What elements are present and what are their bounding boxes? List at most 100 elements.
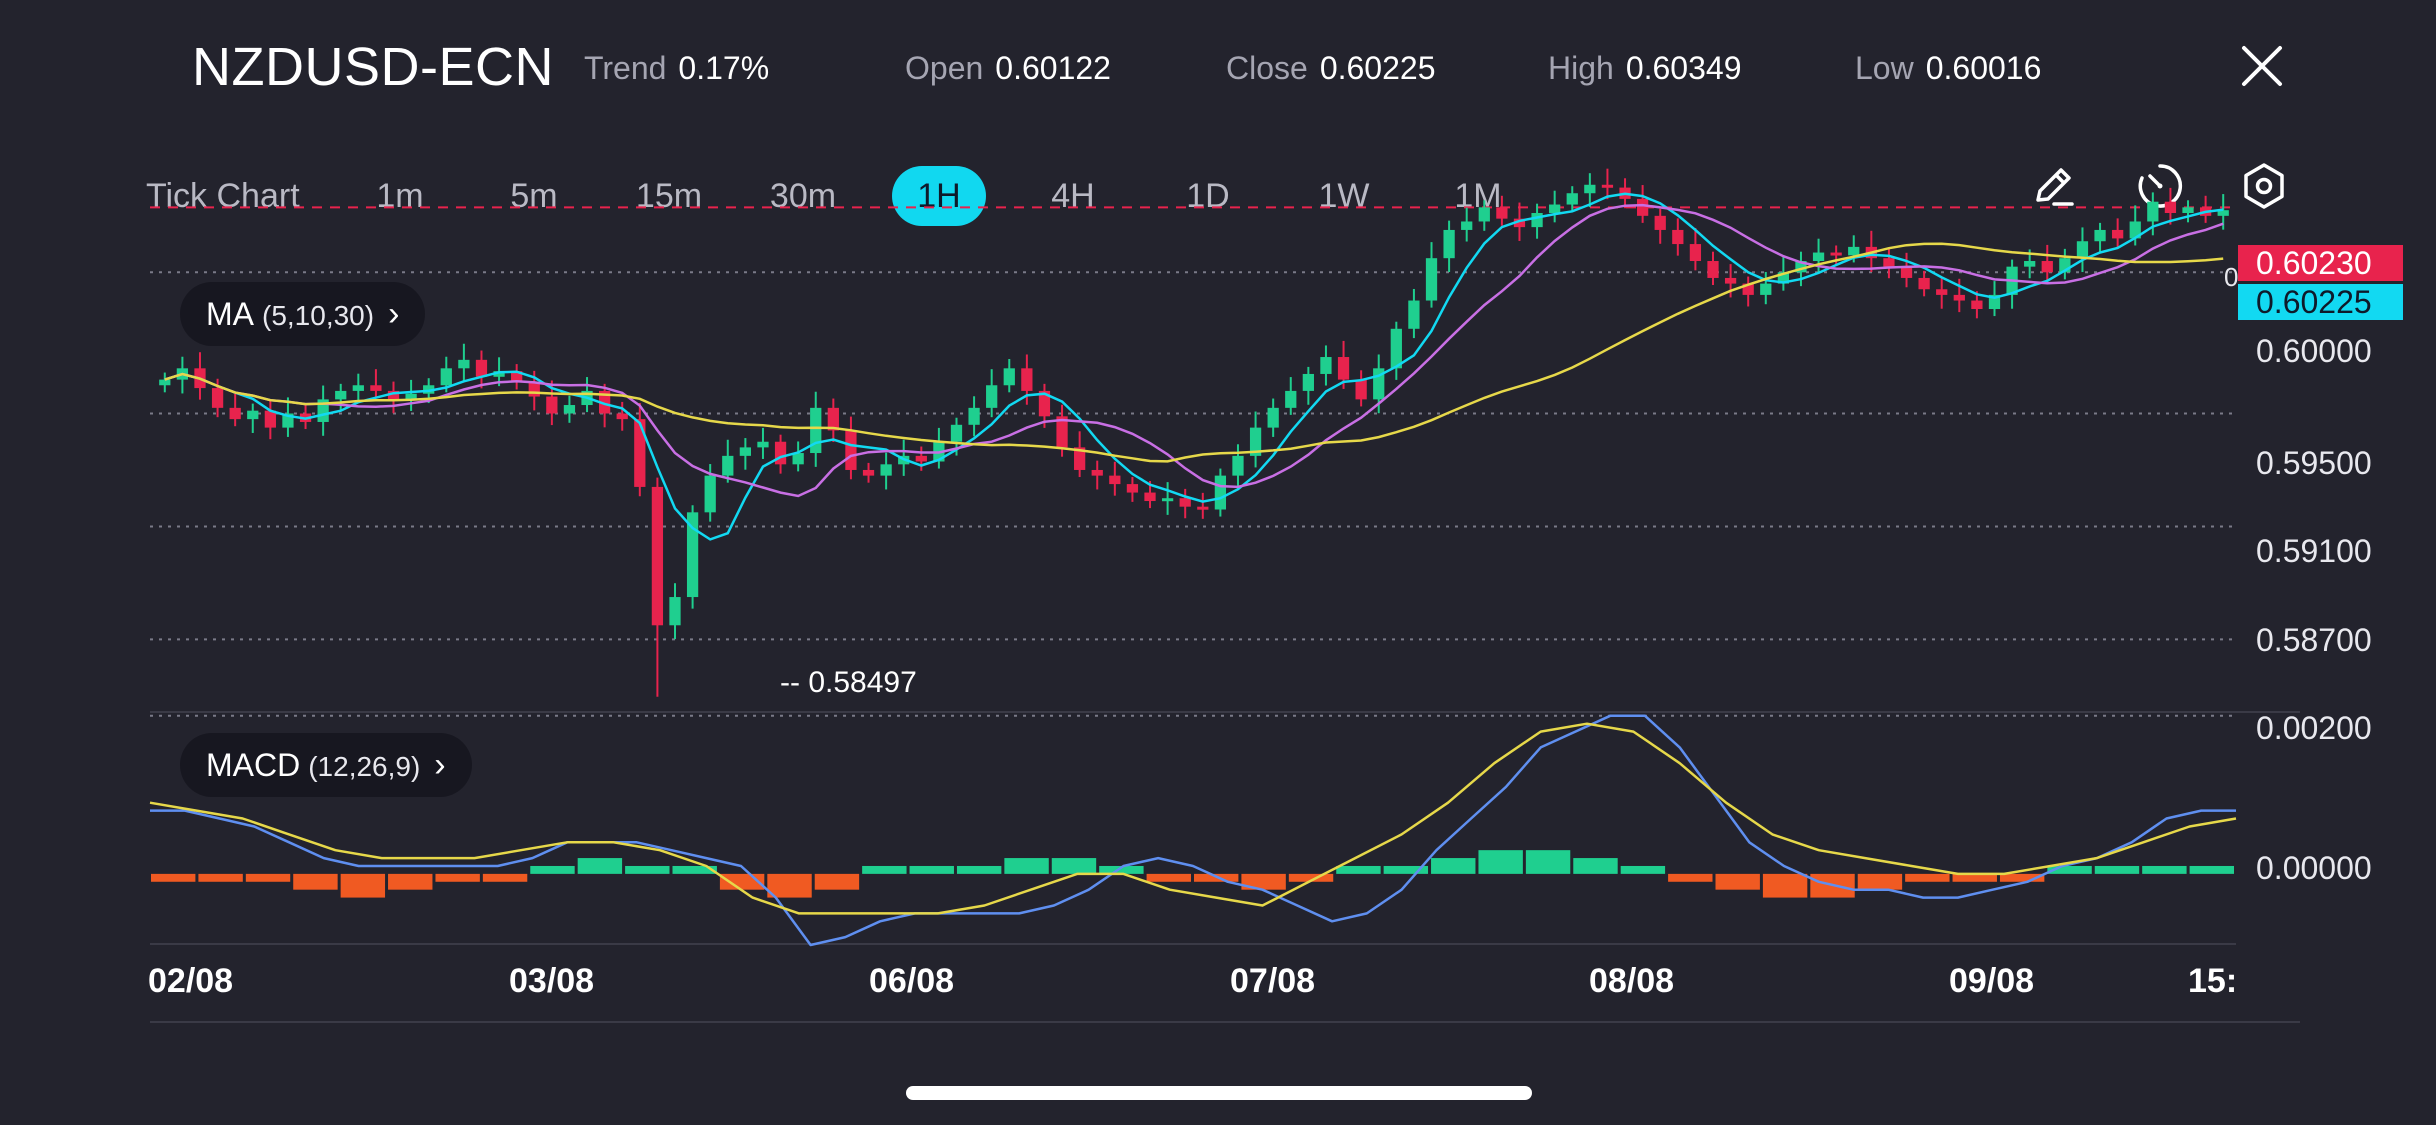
macd-histogram-bar [1668,873,1713,882]
candle-body [1795,261,1807,273]
macd-histogram-bar [1857,873,1903,890]
macd-histogram-bar [956,865,1002,874]
candle-body [1724,277,1737,284]
stat-trend: Trend 0.17% [584,50,769,87]
candle-body [686,512,699,598]
candle-body [1144,492,1156,502]
candle-body [1707,261,1719,278]
candle-body [563,405,576,414]
candle-body [1566,193,1578,205]
home-indicator[interactable] [906,1086,1532,1100]
candle-body [1038,390,1051,417]
tab-1h[interactable]: 1H [892,166,986,226]
candle-body [2112,229,2124,239]
candle-body [722,455,734,476]
candle-body [475,359,488,377]
price-chart[interactable] [0,0,2436,1060]
ma-params: (5,10,30) [262,300,375,331]
candle-body [1003,368,1015,386]
x-tick-label: 07/08 [1230,962,1316,1000]
candle-body [774,441,787,465]
candle-body [1830,252,1842,256]
stat-label: High [1548,50,1614,86]
close-icon[interactable] [2238,42,2286,90]
stat-label: Low [1855,50,1914,86]
macd-histogram-bar [1999,873,2045,882]
candle-body [1285,390,1297,408]
macd-histogram-bar [1952,873,1997,882]
candle-body [1109,475,1121,485]
candle-body [1584,184,1596,194]
candle-body [669,597,681,626]
tab-1m[interactable]: 1m [376,177,424,215]
candle-body [2147,201,2159,222]
macd-histogram-bar [1241,873,1286,890]
macd-histogram-bar [577,858,623,874]
chart-header: NZDUSD-ECN Trend 0.17% Open 0.60122 Close 0… [0,0,2436,140]
macd-histogram-bar [435,873,480,882]
y-tick-label: 0.58700 [2256,622,2372,658]
ma-indicator-button[interactable]: MA (5,10,30) › [180,282,426,346]
candle-body [211,388,224,408]
macd-params: (12,26,9) [308,751,421,782]
tab-1w[interactable]: 1W [1318,177,1370,215]
candle-body [1513,218,1526,228]
macd-histogram-bar [198,873,243,882]
macd-histogram-bar [530,865,575,874]
macd-histogram-bar [1431,858,1476,874]
candle-body [598,390,611,414]
candle-body [247,410,259,420]
tab-30m[interactable]: 30m [769,177,837,215]
candle-body [827,407,839,431]
x-tick-label: 03/08 [509,962,595,1000]
tab-1d[interactable]: 1D [1186,177,1230,215]
candle-body [282,413,294,428]
macd-histogram-bar [1573,858,1618,874]
stat-open: Open 0.60122 [905,50,1111,87]
stat-value: 0.60122 [995,50,1111,86]
tab-15m[interactable]: 15m [635,177,703,215]
candle-body [1531,213,1543,228]
stat-low: Low 0.60016 [1855,50,2041,87]
settings-hexagon-icon[interactable] [2238,160,2290,212]
macd-histogram-bar [245,873,291,882]
macd-histogram-bar [814,873,860,890]
candle-body [1601,184,1614,188]
y-tick-label: 0.60000 [2256,333,2372,369]
candle-body [792,453,804,465]
x-tick-label: 15:0 [2188,962,2238,1000]
tab-5m[interactable]: 5m [510,177,558,215]
macd-histogram-bar [2094,865,2140,874]
tab-4h[interactable]: 4H [1051,177,1095,215]
candle-body [757,441,769,448]
candle-body [1161,498,1174,502]
candle-body [1443,229,1455,259]
candle-body [1179,498,1191,507]
candle-body [1320,357,1332,374]
tab-tick-chart[interactable]: Tick Chart [146,177,300,215]
pencil-icon[interactable] [2028,160,2080,212]
macd-histogram-bar [388,873,433,890]
candle-body [2076,241,2089,259]
candle-body [810,407,822,454]
stat-value: 0.17% [678,50,770,86]
candle-body [405,393,417,400]
candle-body [1636,198,1649,216]
candle-body [1777,272,1790,284]
stat-value: 0.60349 [1625,50,1742,86]
candle-body [335,390,347,400]
candle-body [950,424,963,442]
candle-body [1496,207,1508,219]
macd-indicator-button[interactable]: MACD (12,26,9) › [180,733,472,797]
macd-histogram-bar [862,865,907,874]
macd-histogram-bar [1288,873,1334,882]
candle-body [1742,283,1754,295]
macd-histogram-bar [1383,865,1429,874]
candle-body [1900,266,1913,278]
current-price-tag: 0.60225 [2238,284,2403,320]
candle-body [739,447,752,456]
candle-body [1373,368,1385,400]
tab-1mo[interactable]: 1M [1454,177,1502,215]
ma-name: MA [206,296,254,332]
candle-body [1074,447,1086,470]
